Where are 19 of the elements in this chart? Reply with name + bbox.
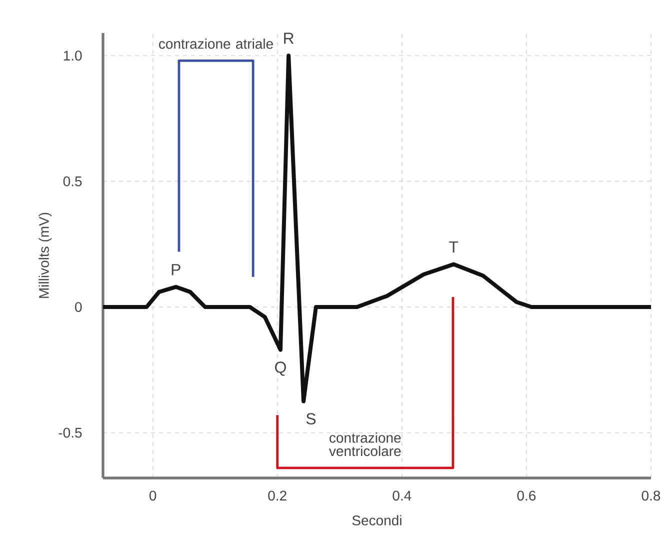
x-tick-label: 0.6 <box>517 490 536 501</box>
y-tick-label: 1.0 <box>64 50 82 61</box>
annotation: P <box>172 264 180 276</box>
y-tick-label: 0 <box>75 302 82 312</box>
y-axis-title: Millivolts (mV) <box>38 212 52 298</box>
y-tick-label: 0.5 <box>63 176 82 186</box>
y-tick-label: -0.5 <box>58 428 82 438</box>
x-tick-label: 0.8 <box>642 490 660 501</box>
x-axis-title: Secondi <box>352 515 402 526</box>
x-tick-label: 0.4 <box>392 490 412 501</box>
x-tick-label: 0.2 <box>268 490 286 501</box>
x-tick-label: 0 <box>149 490 156 501</box>
annotation: T <box>449 241 458 252</box>
line-series <box>101 54 653 404</box>
annotation: contrazione atriale <box>159 38 273 49</box>
annotation: S <box>306 413 316 424</box>
annotation: contrazione ventricolare <box>329 432 401 456</box>
annotation: R <box>284 32 294 44</box>
annotation: Q <box>275 362 286 376</box>
